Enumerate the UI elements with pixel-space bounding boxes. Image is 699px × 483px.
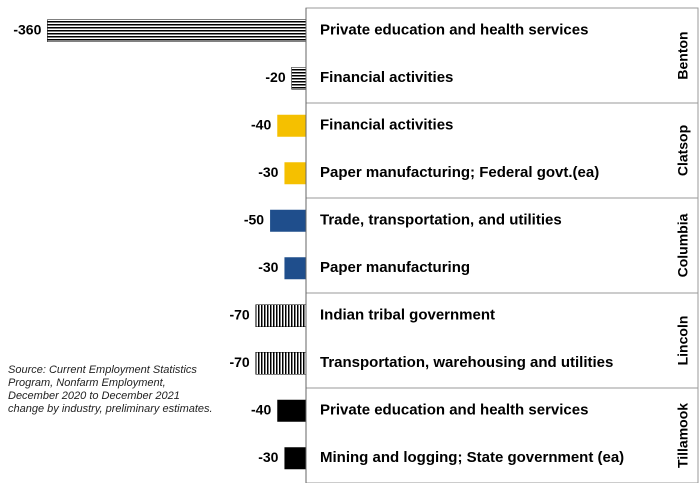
value-label: -360 <box>13 21 41 37</box>
group-label: Columbia <box>675 213 691 277</box>
group-label: Lincoln <box>675 316 691 366</box>
value-label: -30 <box>258 449 278 465</box>
bar <box>270 209 306 232</box>
category-label: Financial activities <box>320 117 453 134</box>
category-label: Trade, transportation, and utilities <box>320 212 562 229</box>
category-label: Private education and health services <box>320 402 588 419</box>
group-label: Clatsop <box>675 125 691 176</box>
bar <box>255 352 307 375</box>
bar <box>277 399 306 422</box>
bar <box>255 304 307 327</box>
group-label: Benton <box>675 31 691 79</box>
value-label: -30 <box>258 164 278 180</box>
category-label: Mining and logging; State government (ea… <box>320 449 624 466</box>
bar <box>284 162 306 185</box>
bar <box>277 114 306 137</box>
value-label: -50 <box>244 211 264 227</box>
value-label: -30 <box>258 259 278 275</box>
value-label: -40 <box>251 116 271 132</box>
bar <box>284 257 306 280</box>
category-label: Private education and health services <box>320 22 588 39</box>
category-label: Transportation, warehousing and utilitie… <box>320 354 613 371</box>
category-label: Indian tribal government <box>320 307 495 324</box>
value-label: -40 <box>251 401 271 417</box>
value-label: -70 <box>229 306 249 322</box>
group-label: Tillamook <box>675 403 691 468</box>
source-note: Source: Current Employment Statistics Pr… <box>8 364 213 415</box>
bar <box>291 67 307 90</box>
value-label: -70 <box>229 354 249 370</box>
category-label: Paper manufacturing; Federal govt.(ea) <box>320 164 599 181</box>
bar <box>284 447 306 470</box>
value-label: -20 <box>265 69 285 85</box>
bar <box>47 19 307 42</box>
category-label: Financial activities <box>320 69 453 86</box>
category-label: Paper manufacturing <box>320 259 470 276</box>
